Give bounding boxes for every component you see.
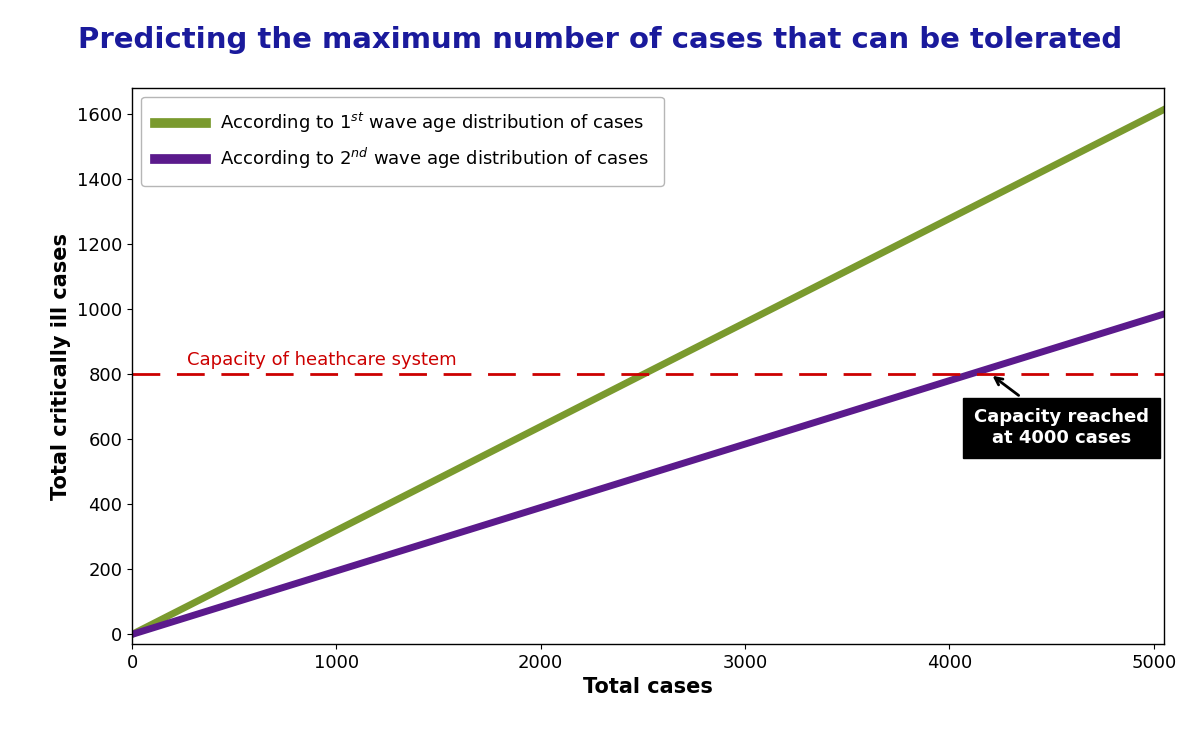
- Text: Capacity reached
at 4000 cases: Capacity reached at 4000 cases: [974, 378, 1150, 447]
- Text: Capacity of heathcare system: Capacity of heathcare system: [187, 351, 457, 369]
- Y-axis label: Total critically ill cases: Total critically ill cases: [52, 233, 71, 499]
- Legend: According to 1$^{st}$ wave age distribution of cases, According to 2$^{nd}$ wave: According to 1$^{st}$ wave age distribut…: [142, 97, 664, 186]
- X-axis label: Total cases: Total cases: [583, 677, 713, 698]
- Text: Predicting the maximum number of cases that can be tolerated: Predicting the maximum number of cases t…: [78, 26, 1122, 54]
